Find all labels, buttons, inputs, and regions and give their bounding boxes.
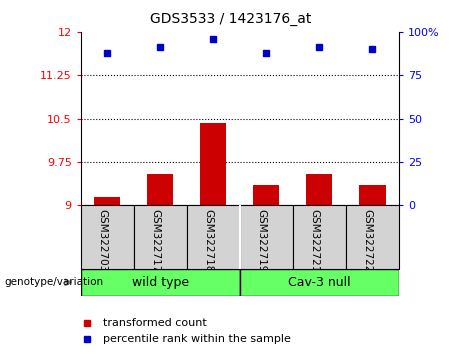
- Text: transformed count: transformed count: [103, 318, 207, 328]
- Bar: [81, 269, 240, 296]
- Text: Cav-3 null: Cav-3 null: [288, 276, 350, 289]
- Text: GDS3533 / 1423176_at: GDS3533 / 1423176_at: [150, 12, 311, 27]
- Text: GSM322703: GSM322703: [97, 209, 107, 272]
- Bar: [94, 196, 120, 205]
- Bar: [253, 185, 279, 205]
- Text: GSM322718: GSM322718: [203, 209, 213, 272]
- Text: GSM322719: GSM322719: [256, 209, 266, 272]
- Text: GSM322717: GSM322717: [150, 209, 160, 272]
- Bar: [147, 173, 173, 205]
- Text: genotype/variation: genotype/variation: [5, 277, 104, 287]
- Bar: [293, 205, 346, 269]
- Bar: [346, 205, 399, 269]
- Text: GSM322722: GSM322722: [362, 209, 372, 272]
- Bar: [200, 123, 226, 205]
- Bar: [81, 205, 134, 269]
- Text: GSM322721: GSM322721: [309, 209, 319, 272]
- Bar: [134, 205, 187, 269]
- Bar: [240, 269, 399, 296]
- Text: wild type: wild type: [132, 276, 189, 289]
- Bar: [306, 173, 332, 205]
- Bar: [187, 205, 240, 269]
- Bar: [240, 205, 293, 269]
- Bar: [359, 185, 385, 205]
- Text: percentile rank within the sample: percentile rank within the sample: [103, 334, 291, 344]
